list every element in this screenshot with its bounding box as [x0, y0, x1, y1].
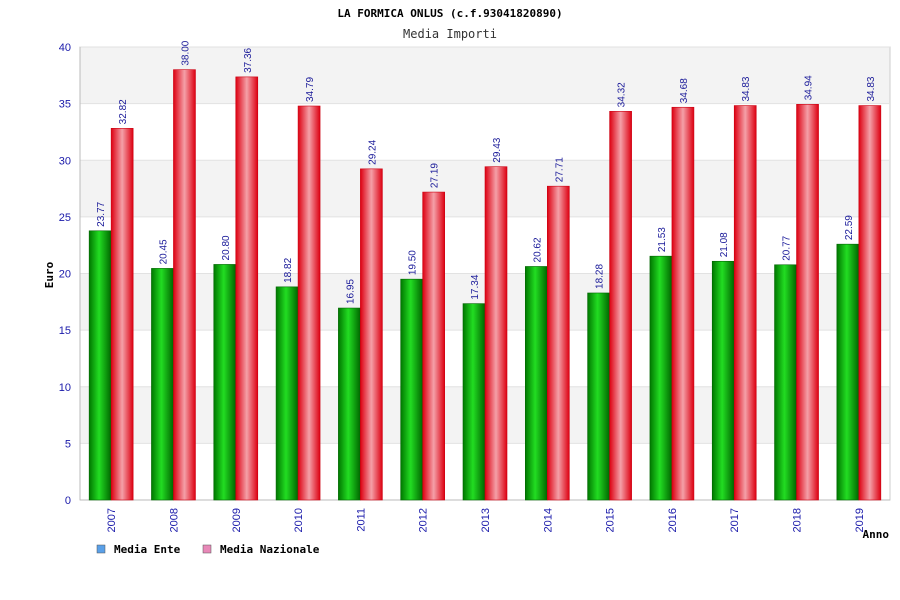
x-tick-label: 2007: [106, 508, 118, 532]
chart-subtitle: Media Importi: [403, 27, 497, 41]
bar-media-nazionale: [733, 105, 757, 501]
x-tick-label: 2013: [480, 508, 492, 532]
y-tick-label: 30: [59, 155, 71, 167]
x-tick-label: 2019: [854, 508, 866, 532]
bar-media-ente: [151, 268, 174, 501]
x-axis-ticks: 2007 2008 2009 2010 2011 2012 2013 2014 2015 2016…: [106, 508, 866, 532]
y-tick-label: 35: [59, 99, 71, 111]
data-label: 38.00: [180, 40, 191, 65]
y-tick-label: 40: [59, 42, 71, 54]
data-labels: 23.77 32.82 20.45 38.00 20.80 37.36 18.82 34.79…: [96, 40, 877, 304]
data-label: 34.83: [741, 76, 752, 101]
bar-media-nazionale: [422, 191, 445, 501]
bar-media-nazionale: [671, 106, 695, 501]
bar-media-nazionale: [858, 105, 882, 501]
y-tick-label: 20: [59, 269, 71, 281]
legend: Media Ente Media Nazionale: [96, 543, 320, 556]
data-label: 21.08: [719, 232, 730, 257]
data-label: 34.68: [679, 78, 690, 103]
bar-media-ente: [649, 255, 673, 501]
bar-media-ente: [213, 264, 237, 501]
bar-media-nazionale: [297, 105, 321, 501]
bars: [88, 69, 882, 501]
x-tick-label: 2009: [231, 508, 243, 532]
x-tick-label: 2016: [667, 508, 679, 532]
bar-media-nazionale: [360, 168, 383, 501]
data-label: 34.94: [804, 75, 815, 100]
bar-media-nazionale: [484, 166, 508, 501]
x-tick-label: 2018: [792, 508, 804, 532]
data-label: 29.24: [367, 139, 378, 164]
bar-media-ente: [275, 286, 299, 501]
legend-label-media-nazionale: Media Nazionale: [220, 543, 320, 556]
data-label: 34.32: [617, 82, 628, 107]
data-label: 29.43: [492, 137, 503, 162]
data-label: 27.71: [554, 157, 565, 182]
data-label: 34.79: [305, 77, 316, 102]
y-tick-label: 25: [59, 212, 71, 224]
bar-media-nazionale: [796, 104, 819, 501]
x-tick-label: 2008: [168, 508, 180, 532]
y-tick-label: 5: [65, 438, 71, 450]
x-tick-label: 2011: [355, 508, 367, 532]
data-label: 16.95: [345, 279, 356, 304]
bar-media-ente: [836, 243, 860, 501]
y-axis-ticks: 0 5 10 15 20 25 30 35 40: [59, 42, 71, 507]
bar-media-ente: [711, 260, 735, 501]
bar-media-nazionale: [609, 111, 632, 501]
bar-media-nazionale: [110, 128, 134, 501]
legend-label-media-ente: Media Ente: [114, 543, 181, 556]
bar-media-ente: [462, 303, 486, 501]
x-tick-label: 2015: [605, 508, 617, 532]
bar-media-nazionale: [235, 76, 259, 501]
bar-media-nazionale: [173, 69, 196, 501]
data-label: 19.50: [408, 250, 419, 275]
data-label: 20.45: [158, 239, 169, 264]
data-label: 27.19: [430, 163, 441, 188]
bar-media-nazionale: [547, 185, 570, 501]
data-label: 32.82: [118, 99, 129, 124]
x-tick-label: 2012: [418, 508, 430, 532]
data-label: 21.53: [657, 227, 668, 252]
data-label: 20.62: [532, 237, 543, 262]
data-label: 18.82: [283, 257, 294, 282]
x-tick-label: 2017: [729, 508, 741, 532]
data-label: 18.28: [595, 264, 606, 289]
legend-swatch-media-ente: [96, 544, 106, 554]
x-tick-label: 2010: [293, 508, 305, 532]
grid-band: [80, 47, 890, 104]
y-tick-label: 10: [59, 382, 71, 394]
data-label: 34.83: [866, 76, 877, 101]
x-tick-label: 2014: [542, 508, 554, 532]
y-axis-label: Euro: [43, 261, 56, 288]
bar-media-ente: [400, 278, 423, 501]
legend-swatch-media-nazionale: [202, 544, 212, 554]
y-tick-label: 15: [59, 325, 71, 337]
bar-media-ente: [525, 266, 548, 501]
data-label: 23.77: [96, 201, 107, 226]
y-tick-label: 0: [65, 495, 71, 507]
data-label: 20.80: [221, 235, 232, 260]
x-axis-label: Anno: [863, 528, 890, 541]
bar-media-ente: [88, 230, 112, 501]
data-label: 37.36: [243, 47, 254, 72]
data-label: 17.34: [470, 274, 481, 299]
bar-media-ente: [587, 292, 610, 501]
data-label: 22.59: [844, 215, 855, 240]
bar-media-ente: [774, 264, 797, 501]
data-label: 20.77: [782, 235, 793, 260]
chart-title: LA FORMICA ONLUS (c.f.93041820890): [337, 7, 562, 20]
bar-media-ente: [338, 307, 361, 501]
